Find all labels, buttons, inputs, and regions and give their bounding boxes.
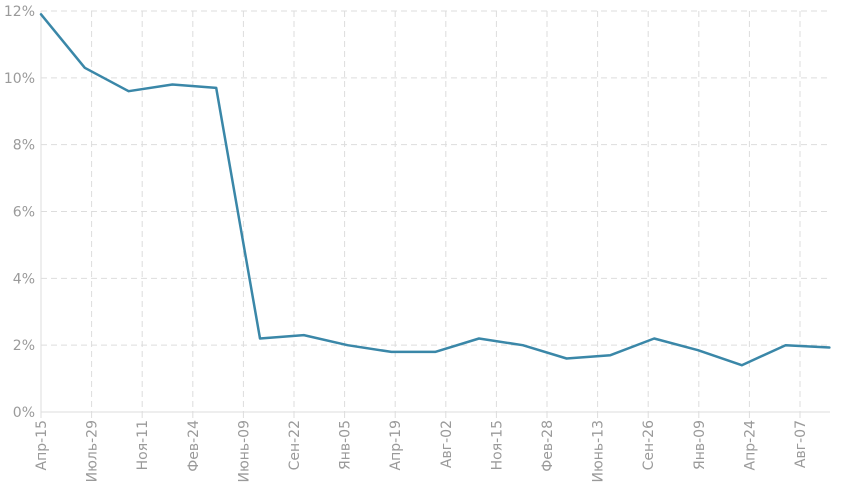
grid	[40, 10, 830, 418]
x-tick-label: Авг-07	[793, 420, 809, 468]
y-tick-label: 4%	[13, 271, 35, 287]
y-tick-label: 0%	[13, 405, 35, 421]
y-tick-label: 6%	[13, 205, 35, 221]
x-tick-label: Янв-05	[338, 420, 354, 470]
x-tick-label: Ноя-11	[135, 420, 151, 470]
y-tick-label: 10%	[4, 71, 35, 87]
x-tick-label: Июнь-09	[236, 420, 252, 483]
x-tick-label: Сен-26	[641, 420, 657, 471]
x-axis-ticks: Апр-15 Июль-29 Ноя-11 Фев-24 Июнь-09 Сен-22 Ян…	[34, 420, 809, 483]
x-tick-label: Апр-19	[388, 420, 404, 470]
y-axis-ticks: 0% 2% 4% 6% 8% 10% 12%	[4, 4, 35, 421]
x-tick-label: Фев-24	[186, 420, 202, 472]
series-line	[39, 13, 831, 367]
x-tick-label: Ноя-15	[489, 420, 505, 470]
y-tick-label: 8%	[13, 138, 35, 154]
x-tick-label: Апр-24	[742, 420, 758, 471]
x-tick-label: Июнь-13	[591, 420, 607, 483]
x-tick-label: Сен-22	[287, 420, 303, 470]
series-layer	[39, 13, 831, 367]
x-tick-label: Фев-28	[540, 420, 556, 472]
x-tick-label: Янв-09	[692, 420, 708, 470]
x-tick-label: Апр-15	[34, 420, 50, 470]
x-tick-label: Авг-02	[439, 420, 455, 468]
y-tick-label: 2%	[13, 338, 35, 354]
y-tick-label: 12%	[4, 4, 35, 20]
x-tick-label: Июль-29	[85, 420, 101, 482]
